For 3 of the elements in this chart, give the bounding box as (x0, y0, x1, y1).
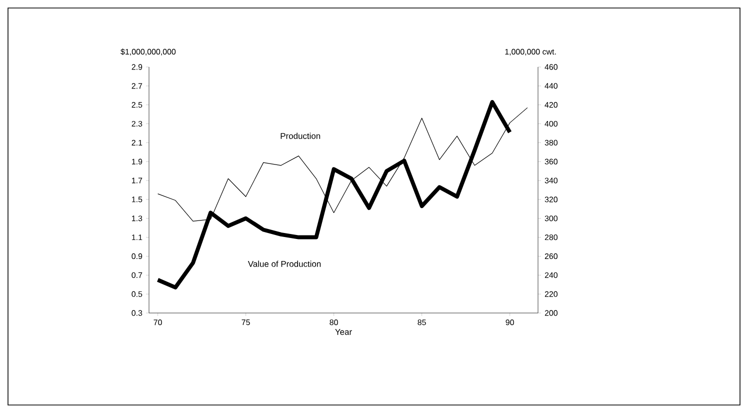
text: Production (280, 132, 320, 139)
x-axis-title: Year (335, 329, 352, 335)
text: Value of Production (248, 260, 321, 267)
